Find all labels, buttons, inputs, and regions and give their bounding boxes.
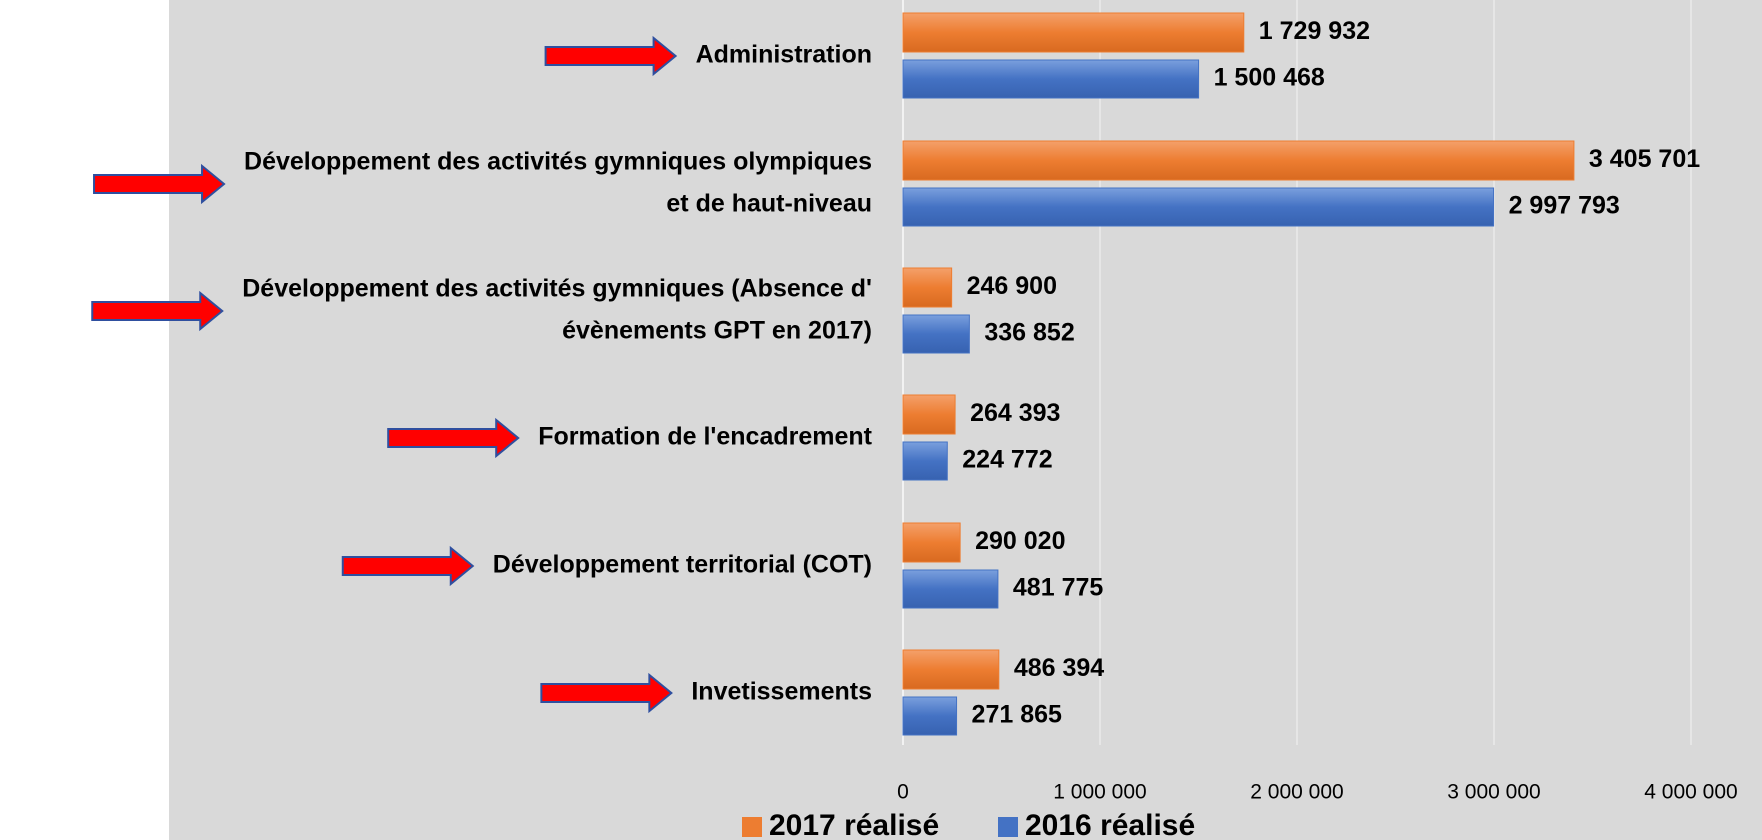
value-label: 2 997 793 — [1509, 192, 1620, 220]
plot-background — [169, 0, 1762, 840]
arrow-icon — [544, 35, 678, 77]
arrow-icon — [387, 417, 520, 459]
bar — [902, 59, 1200, 99]
bar — [902, 267, 953, 308]
legend-swatch — [998, 817, 1018, 837]
legend-label: 2016 réalisé — [1025, 809, 1195, 840]
x-tick-label: 1 000 000 — [1053, 781, 1146, 804]
category-label: Invetissements — [691, 678, 872, 706]
arrow-icon — [93, 163, 226, 205]
x-tick-label: 3 000 000 — [1447, 781, 1540, 804]
value-label: 481 775 — [1013, 574, 1103, 602]
value-label: 290 020 — [975, 527, 1065, 555]
bar — [902, 314, 970, 354]
category-label: Formation de l'encadrement — [538, 423, 872, 451]
value-label: 1 729 932 — [1259, 17, 1370, 45]
arrow-icon — [91, 290, 224, 332]
bar — [902, 569, 999, 609]
category-label: Développement des activités gymniques (A… — [242, 275, 872, 303]
category-label: Administration — [696, 41, 872, 69]
category-label: Développement des activités gymniques ol… — [244, 148, 872, 176]
value-label: 1 500 468 — [1214, 64, 1325, 92]
arrow-icon — [341, 545, 475, 587]
bar — [902, 140, 1575, 181]
x-tick-label: 2 000 000 — [1250, 781, 1343, 804]
value-label: 486 394 — [1014, 654, 1104, 682]
legend-swatch — [742, 817, 762, 837]
legend-label: 2017 réalisé — [769, 809, 939, 840]
bar — [902, 394, 956, 435]
arrow-icon — [540, 672, 673, 714]
category-label: Développement territorial (COT) — [493, 551, 872, 579]
x-tick-label: 0 — [897, 781, 909, 804]
value-label: 336 852 — [984, 319, 1074, 347]
value-label: 246 900 — [967, 272, 1057, 300]
bar — [902, 522, 961, 563]
bar — [902, 187, 1495, 227]
category-label: évènements GPT en 2017) — [562, 317, 872, 345]
bar — [902, 696, 958, 736]
bar — [902, 441, 948, 481]
value-label: 3 405 701 — [1589, 145, 1700, 173]
bar — [902, 649, 1000, 690]
x-tick-label: 4 000 000 — [1644, 781, 1737, 804]
bar — [902, 12, 1245, 53]
value-label: 271 865 — [972, 701, 1062, 729]
category-label: et de haut-niveau — [666, 190, 872, 218]
value-label: 264 393 — [970, 399, 1060, 427]
value-label: 224 772 — [962, 446, 1052, 474]
